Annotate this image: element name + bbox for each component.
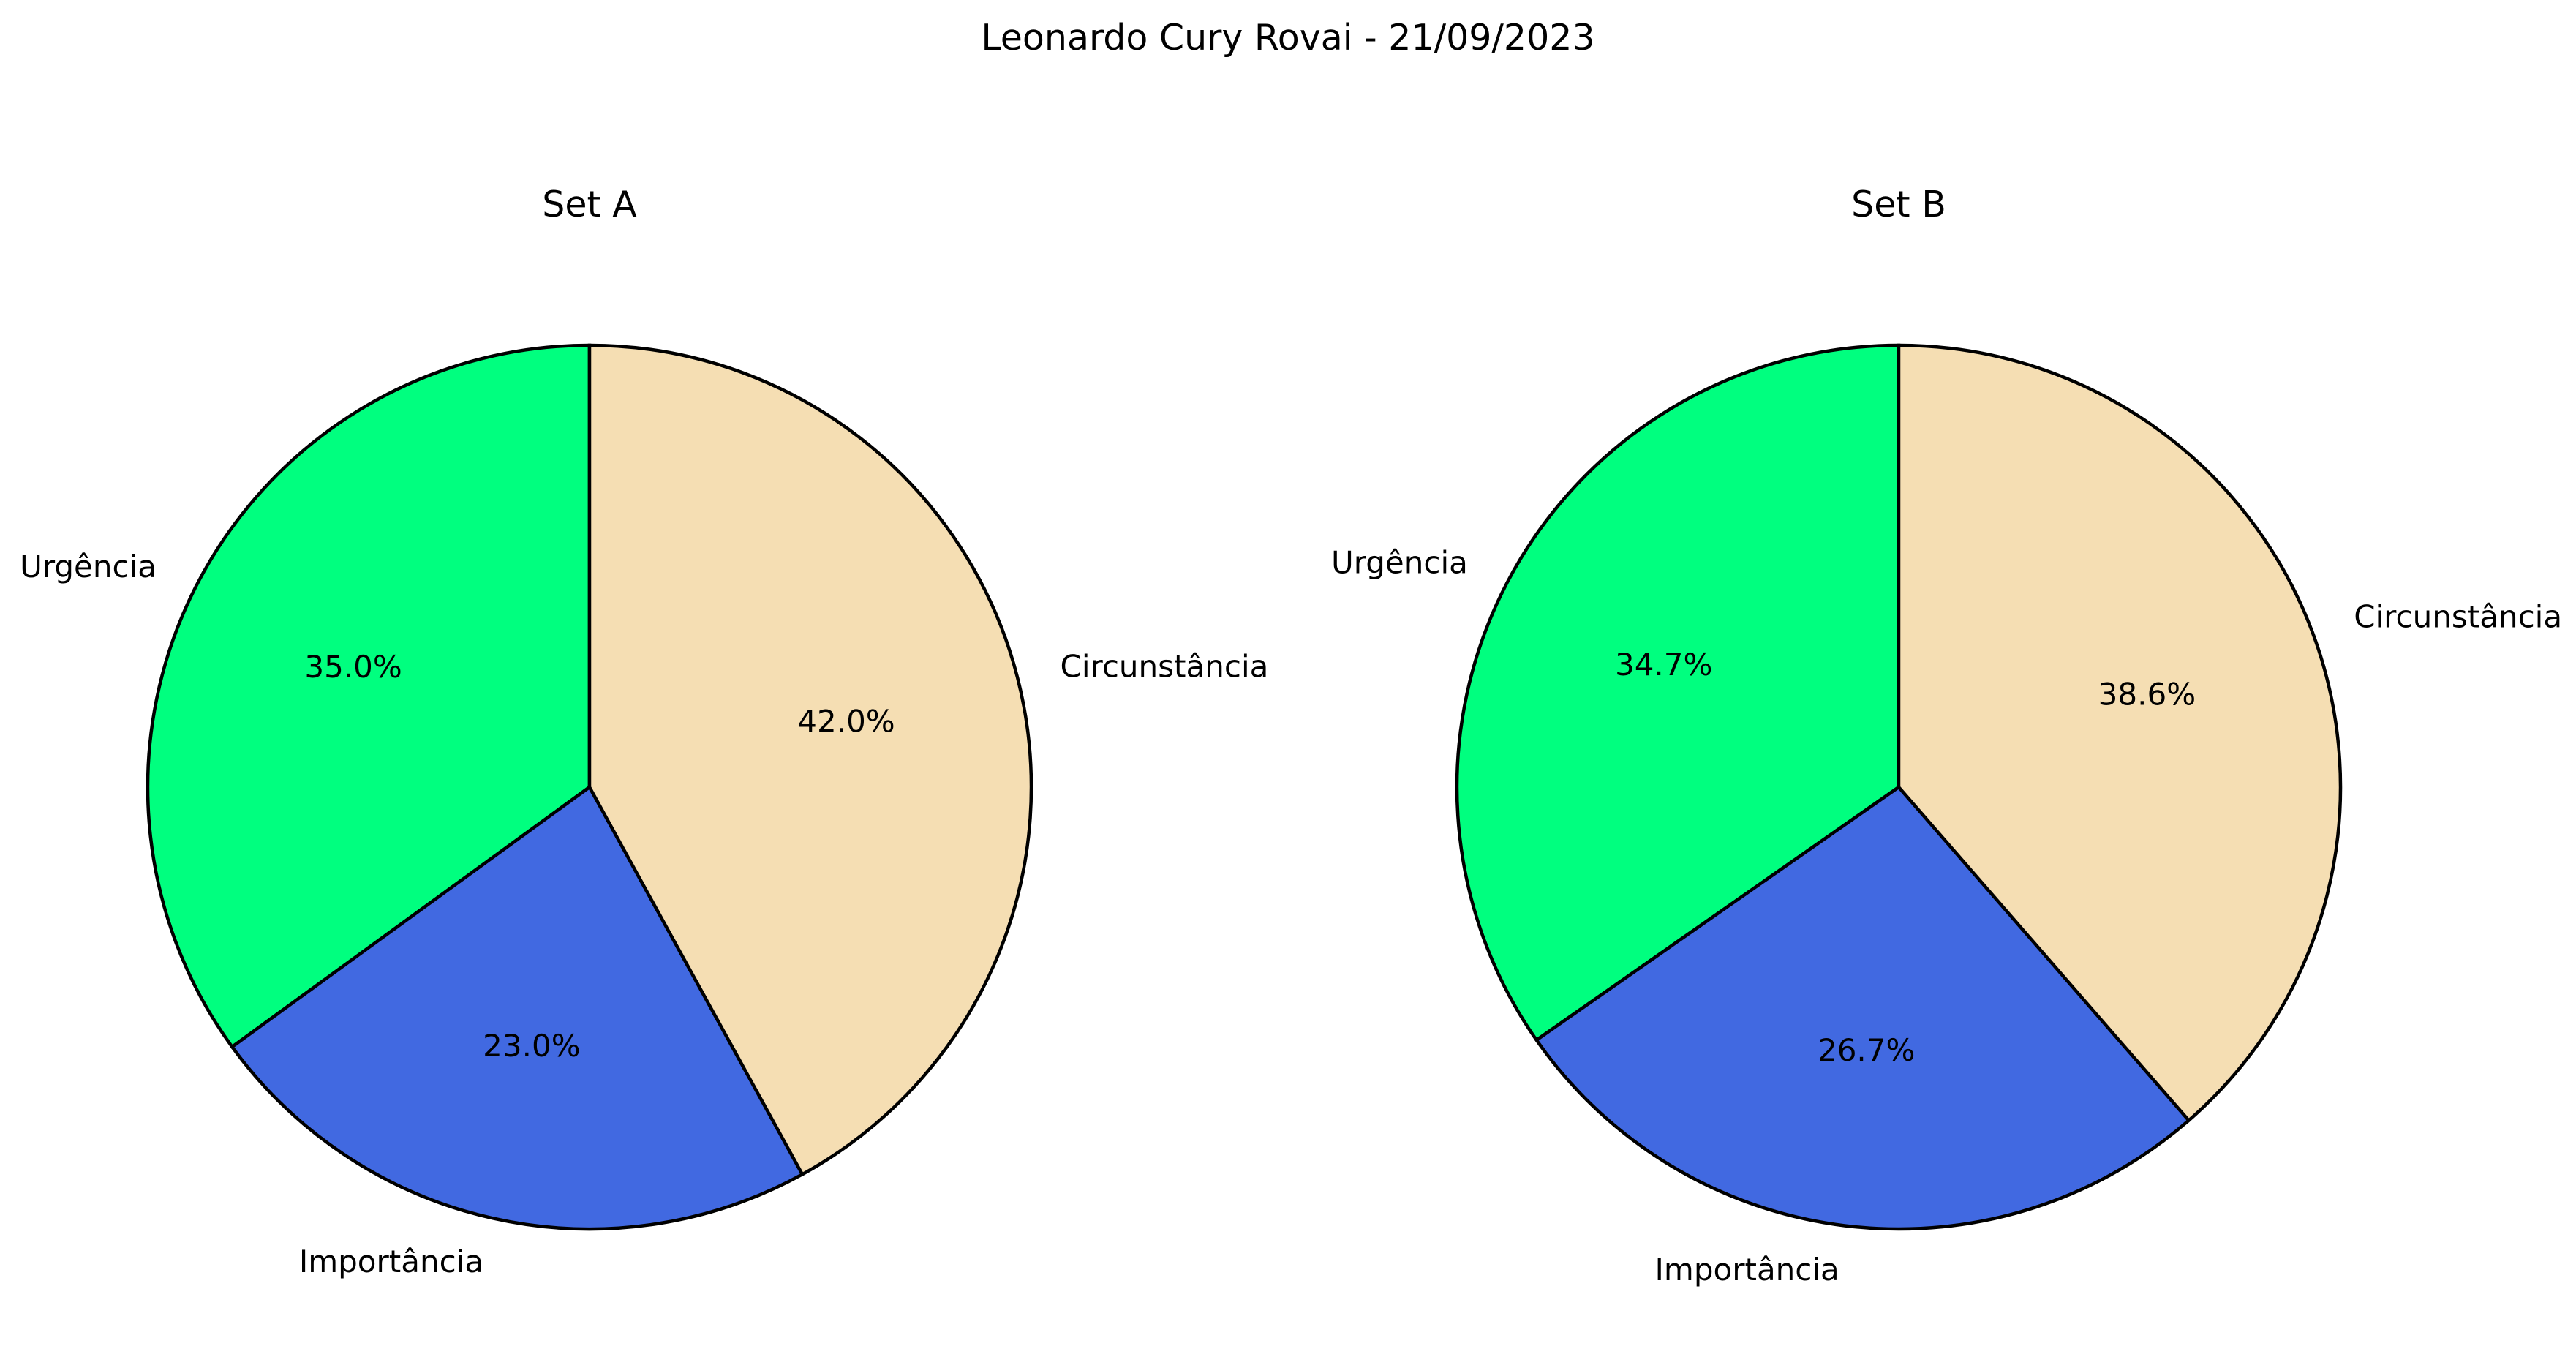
pie-slice-circunstancia-set-a <box>587 343 1033 1177</box>
slice-pct-circunstancia-set-a: 42.0% <box>797 703 895 739</box>
slice-label-importancia-set-a: Importância <box>299 1244 483 1279</box>
figure-suptitle: Leonardo Cury Rovai - 21/09/2023 <box>981 17 1594 59</box>
pie-slice-importancia-set-a <box>230 784 805 1231</box>
pie-title-set-a: Set A <box>542 184 637 225</box>
slice-label-circunstancia-set-b: Circunstância <box>2354 599 2562 635</box>
slice-label-urgencia-set-a: Urgência <box>20 549 157 584</box>
pie-slice-importancia-set-b <box>1534 784 2191 1231</box>
slice-pct-urgencia-set-a: 35.0% <box>304 649 402 685</box>
pie-chart-set-b: Set B Urgência 34.7% Importância 26.7% Circu… <box>1331 184 2562 1288</box>
slice-pct-urgencia-set-b: 34.7% <box>1615 647 1712 683</box>
pie-slice-circunstancia-set-b <box>1897 343 2343 1123</box>
slice-pct-importancia-set-a: 23.0% <box>483 1028 580 1064</box>
slice-pct-importancia-set-b: 26.7% <box>1818 1032 1915 1068</box>
pie-chart-set-a: Set A Urgência 35.0% Importância 23.0% Circu… <box>20 184 1268 1279</box>
slice-label-urgencia-set-b: Urgência <box>1331 544 1468 580</box>
slice-label-importancia-set-b: Importância <box>1655 1252 1839 1288</box>
pie-title-set-b: Set B <box>1851 184 1946 225</box>
pie-slice-urgencia-set-a <box>146 343 592 1050</box>
slice-label-circunstancia-set-a: Circunstância <box>1061 648 1269 684</box>
pie-slice-urgencia-set-b <box>1455 343 1901 1042</box>
slice-pct-circunstancia-set-b: 38.6% <box>2098 677 2196 713</box>
